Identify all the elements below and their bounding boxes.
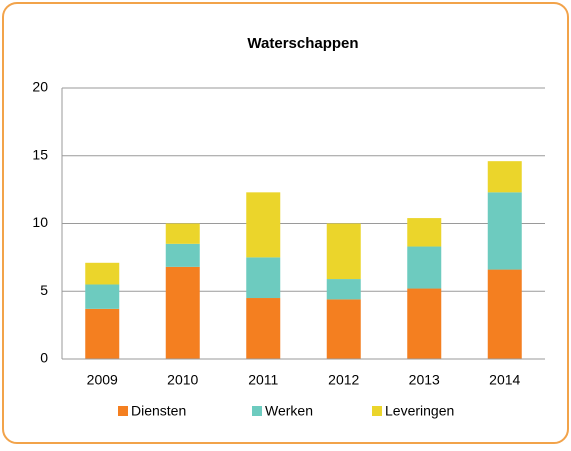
legend-swatch (118, 406, 128, 416)
chart-title: Waterschappen (247, 35, 358, 52)
bar-segment (326, 279, 361, 300)
legend-label: Diensten (131, 403, 186, 419)
bar-segment (85, 262, 120, 285)
x-tick-label: 2011 (248, 372, 278, 388)
bar-segment (165, 266, 200, 359)
y-tick-label: 10 (32, 214, 48, 230)
bar-segment (407, 246, 442, 289)
legend-swatch (252, 406, 262, 416)
bar-segment (326, 299, 361, 359)
legend-swatch (372, 406, 382, 416)
x-tick-label: 2013 (409, 372, 440, 388)
y-tick-label: 0 (40, 350, 48, 366)
y-tick-label: 15 (32, 146, 48, 162)
x-tick-label: 2012 (328, 372, 359, 388)
legend-label: Leveringen (385, 403, 454, 419)
bar-segment (246, 257, 281, 299)
bar-segment (407, 218, 442, 247)
bar-segment (407, 288, 442, 359)
bar-segment (165, 243, 200, 267)
bar-segment (326, 223, 361, 280)
bar-segment (85, 284, 120, 309)
bar-segment (246, 192, 281, 258)
y-tick-label: 5 (40, 282, 48, 298)
legend-label: Werken (265, 403, 313, 419)
bar-segment (246, 298, 281, 359)
y-tick-label: 20 (32, 79, 48, 95)
x-tick-label: 2010 (167, 372, 198, 388)
bar-segment (165, 223, 200, 244)
bar-segment (487, 161, 522, 193)
x-tick-label: 2009 (87, 372, 118, 388)
bar-segment (487, 269, 522, 359)
bar-segment (487, 192, 522, 270)
bar-segment (85, 308, 120, 359)
x-tick-label: 2014 (489, 372, 520, 388)
